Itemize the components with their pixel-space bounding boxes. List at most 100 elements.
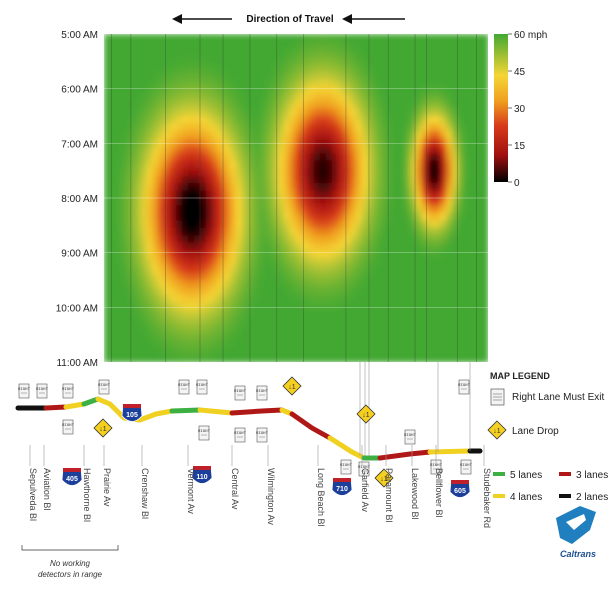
heatmap-cell bbox=[236, 354, 243, 362]
heatmap-cell bbox=[200, 347, 207, 356]
heatmap-cell bbox=[470, 324, 477, 333]
heatmap-cell bbox=[164, 160, 171, 169]
heatmap-cell bbox=[110, 183, 117, 192]
heatmap-cell bbox=[296, 190, 303, 199]
heatmap-cell bbox=[284, 205, 291, 214]
heatmap-cell bbox=[368, 235, 375, 244]
heatmap-cell bbox=[266, 302, 273, 311]
heatmap-cell bbox=[338, 347, 345, 356]
heatmap-cell bbox=[242, 41, 249, 50]
heatmap-cell bbox=[398, 302, 405, 311]
heatmap-cell bbox=[110, 108, 117, 117]
heatmap-cell bbox=[404, 354, 411, 362]
heatmap-cell bbox=[446, 242, 453, 251]
heatmap-cell bbox=[290, 257, 297, 266]
heatmap-cell bbox=[218, 227, 225, 236]
heatmap-cell bbox=[350, 347, 357, 356]
heatmap-cell bbox=[374, 272, 381, 281]
heatmap-cell bbox=[416, 265, 423, 274]
heatmap-cell bbox=[110, 287, 117, 296]
heatmap-cell bbox=[356, 93, 363, 102]
heatmap-cell bbox=[356, 324, 363, 333]
heatmap-cell bbox=[200, 183, 207, 192]
heatmap-cell bbox=[326, 175, 333, 184]
heatmap-cell bbox=[470, 168, 477, 177]
heatmap-cell bbox=[344, 250, 351, 259]
heatmap-cell bbox=[332, 317, 339, 326]
heatmap-cell bbox=[290, 280, 297, 289]
heatmap-cell bbox=[374, 123, 381, 132]
heatmap-cell bbox=[392, 302, 399, 311]
heatmap-cell bbox=[110, 272, 117, 281]
heatmap-cell bbox=[338, 56, 345, 65]
heatmap-cell bbox=[212, 294, 219, 303]
heatmap-cell bbox=[482, 302, 488, 311]
heatmap-cell bbox=[134, 205, 141, 214]
heatmap-cell bbox=[158, 108, 165, 117]
heatmap-cell bbox=[206, 34, 213, 43]
heatmap-cell bbox=[296, 101, 303, 110]
heatmap-cell bbox=[212, 257, 219, 266]
heatmap-cell bbox=[332, 78, 339, 87]
heatmap-cell bbox=[458, 108, 465, 117]
heatmap-cell bbox=[224, 48, 231, 57]
heatmap-cell bbox=[380, 309, 387, 318]
heatmap-cell bbox=[194, 130, 201, 139]
heatmap-cell bbox=[308, 257, 315, 266]
heatmap-cell bbox=[482, 272, 488, 281]
heatmap-cell bbox=[476, 339, 483, 348]
heatmap-cell bbox=[314, 168, 321, 177]
heatmap-cell bbox=[242, 347, 249, 356]
heatmap-cell bbox=[362, 250, 369, 259]
heatmap-cell bbox=[374, 294, 381, 303]
heatmap-cell bbox=[368, 123, 375, 132]
heatmap-cell bbox=[128, 205, 135, 214]
heatmap-cell bbox=[116, 205, 123, 214]
heatmap-cell bbox=[392, 287, 399, 296]
heatmap-cell bbox=[272, 332, 279, 341]
heatmap-cell bbox=[212, 220, 219, 229]
heatmap-cell bbox=[194, 123, 201, 132]
heatmap-cell bbox=[134, 190, 141, 199]
heatmap-cell bbox=[122, 160, 129, 169]
heatmap-cell bbox=[464, 71, 471, 80]
heatmap-cell bbox=[134, 220, 141, 229]
heatmap-cell bbox=[242, 130, 249, 139]
heatmap-cell bbox=[314, 175, 321, 184]
heatmap-cell bbox=[236, 257, 243, 266]
heatmap-cell bbox=[380, 48, 387, 57]
heatmap-cell bbox=[476, 317, 483, 326]
heatmap-cell bbox=[260, 280, 267, 289]
heatmap-cell bbox=[368, 145, 375, 154]
heatmap-cell bbox=[188, 257, 195, 266]
street-label: Paramount Bl bbox=[384, 468, 394, 523]
heatmap-cell bbox=[128, 347, 135, 356]
heatmap-cell bbox=[164, 265, 171, 274]
heatmap-cell bbox=[380, 205, 387, 214]
heatmap-cell bbox=[350, 242, 357, 251]
heatmap-cell bbox=[350, 93, 357, 102]
heatmap-cell bbox=[356, 309, 363, 318]
heatmap-cell bbox=[146, 56, 153, 65]
heatmap-cell bbox=[380, 101, 387, 110]
heatmap-cell bbox=[422, 272, 429, 281]
heatmap-cell bbox=[344, 227, 351, 236]
heatmap-cell bbox=[122, 212, 129, 221]
heatmap-cell bbox=[266, 294, 273, 303]
heatmap-cell bbox=[200, 265, 207, 274]
heatmap-cell bbox=[104, 190, 111, 199]
heatmap-cell bbox=[332, 108, 339, 117]
heatmap-cell bbox=[410, 257, 417, 266]
heatmap-cell bbox=[386, 294, 393, 303]
heatmap-cell bbox=[392, 86, 399, 95]
heatmap-cell bbox=[428, 287, 435, 296]
heatmap-cell bbox=[200, 71, 207, 80]
heatmap-cell bbox=[350, 317, 357, 326]
heatmap-cell bbox=[380, 198, 387, 207]
heatmap-cell bbox=[164, 242, 171, 251]
heatmap-cell bbox=[410, 86, 417, 95]
heatmap-cell bbox=[320, 324, 327, 333]
heatmap-cell bbox=[446, 317, 453, 326]
heatmap-cell bbox=[170, 205, 177, 214]
heatmap-cell bbox=[356, 63, 363, 72]
